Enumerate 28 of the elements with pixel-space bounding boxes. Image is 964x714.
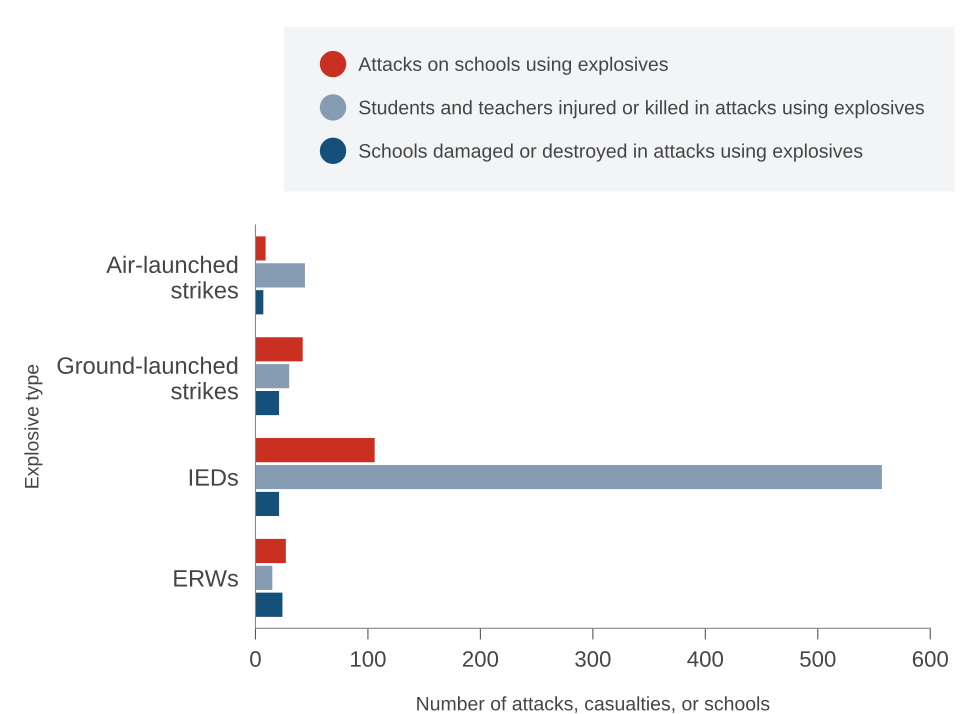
y-tick-label: IEDs xyxy=(190,469,238,486)
y-axis-title: Explosive type xyxy=(24,364,42,488)
bar xyxy=(255,492,280,516)
legend-label: Schools damaged or destroyed in attacks using explosives xyxy=(359,144,862,162)
bar xyxy=(255,337,303,362)
bar xyxy=(255,364,290,388)
bar xyxy=(255,263,305,288)
x-tick-label: 600 xyxy=(912,651,948,667)
x-tick-label: 200 xyxy=(462,651,498,667)
x-tick-label: 100 xyxy=(351,651,386,667)
y-tick-label: ERWs xyxy=(174,570,238,587)
legend-label: Attacks on schools using explosives xyxy=(358,56,668,75)
x-tick-label: 400 xyxy=(687,651,723,667)
x-tick-label: 500 xyxy=(800,651,836,667)
legend-label: Students and teachers injured or killed in attacks using explosives xyxy=(359,100,924,118)
bar xyxy=(255,566,272,590)
x-tick-label: 300 xyxy=(575,651,611,667)
bar xyxy=(255,592,282,617)
y-tick-label: Air-launched strikes xyxy=(106,256,238,299)
bar xyxy=(255,538,286,564)
x-axis-title: Number of attacks, casualties, or schools xyxy=(417,696,770,713)
bar xyxy=(255,438,375,462)
x-tick-label: 0 xyxy=(250,651,261,667)
bar xyxy=(255,236,266,261)
bar xyxy=(255,464,882,490)
bar xyxy=(255,290,264,314)
y-tick-label: Ground-launched strikes xyxy=(58,356,238,400)
bar xyxy=(255,390,280,416)
